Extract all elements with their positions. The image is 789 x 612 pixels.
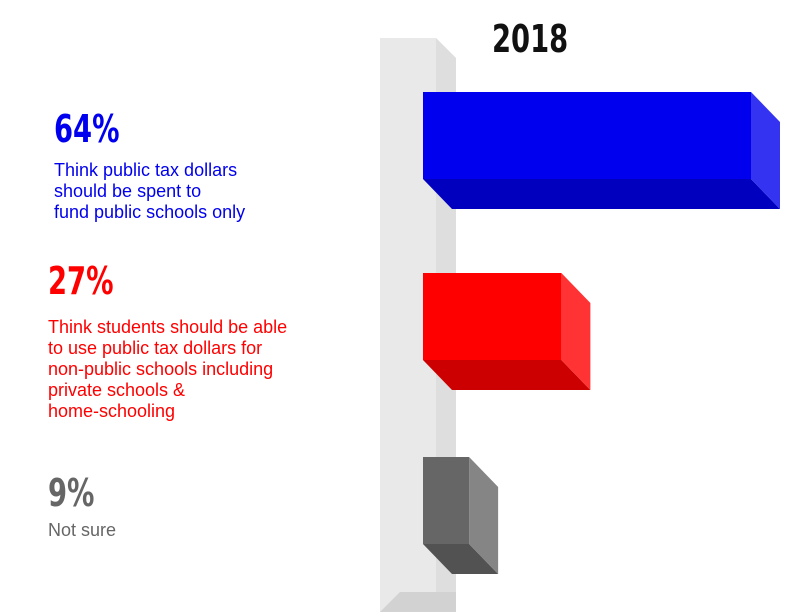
bar-non-public — [423, 273, 562, 360]
bar-non-public-bottom — [423, 360, 591, 390]
bar-non-public-side — [561, 273, 591, 390]
bar-public-only-side — [751, 92, 780, 209]
bar-public-only — [423, 92, 751, 179]
bar-not-sure — [423, 457, 470, 544]
category-label-not-sure: Not sure — [48, 520, 117, 540]
value-label-non-public: 27% — [48, 259, 114, 303]
value-label-not-sure: 9% — [48, 471, 95, 515]
axis-wall-base — [380, 592, 456, 612]
chart-title: 2018 — [492, 17, 569, 61]
bar-public-only-bottom — [423, 179, 780, 209]
category-label-public-only: Think public tax dollars should be spent… — [54, 160, 246, 222]
category-label-non-public: Think students should be able to use pub… — [48, 317, 288, 421]
bar-not-sure-bottom — [423, 544, 499, 574]
value-label-public-only: 64% — [54, 107, 120, 151]
bar-not-sure-side — [469, 457, 499, 574]
